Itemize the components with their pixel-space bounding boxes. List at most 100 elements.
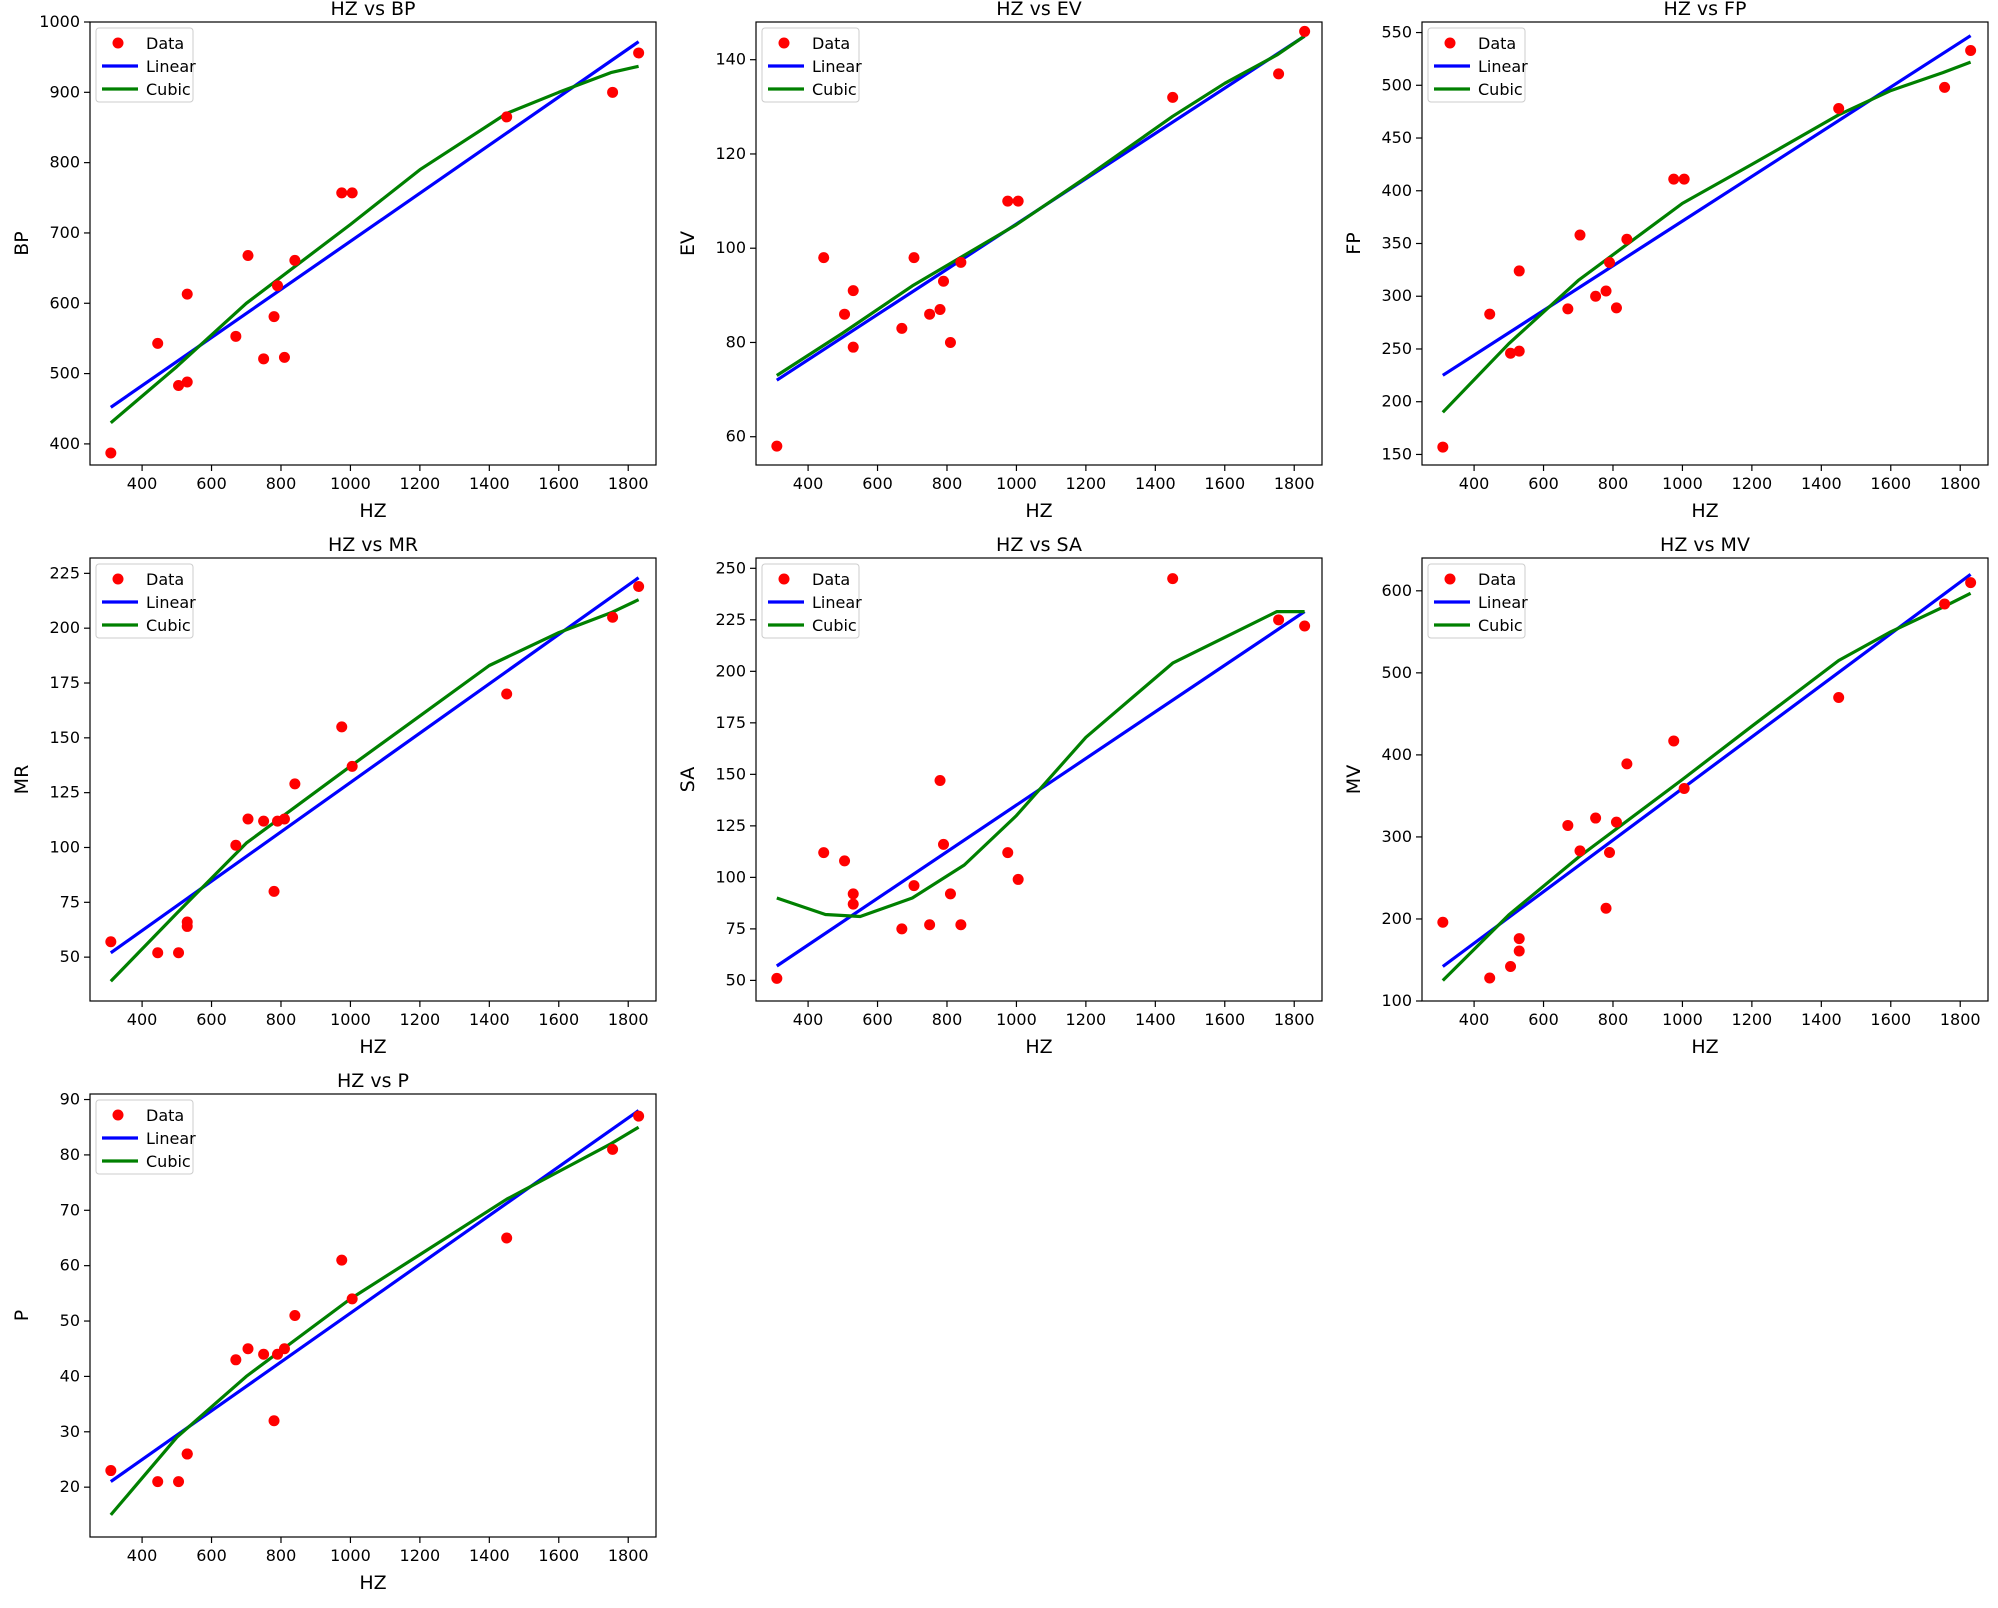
legend-label: Linear bbox=[812, 593, 862, 612]
y-axis-label: MV bbox=[1343, 765, 1365, 794]
x-tick-label: 800 bbox=[266, 1010, 297, 1029]
data-point bbox=[1939, 598, 1951, 610]
x-tick-label: 400 bbox=[127, 1546, 158, 1565]
axes-frame bbox=[89, 557, 657, 1002]
y-axis-label: MR bbox=[11, 765, 33, 795]
y-tick-label: 125 bbox=[715, 816, 746, 835]
y-tick-label: 20 bbox=[60, 1477, 80, 1496]
x-tick-label: 1800 bbox=[608, 1010, 649, 1029]
y-tick-label: 200 bbox=[1381, 392, 1412, 411]
x-tick-label: 600 bbox=[1528, 1010, 1559, 1029]
data-point bbox=[152, 947, 164, 959]
plot-area bbox=[105, 40, 645, 459]
y-tick-label: 400 bbox=[1381, 181, 1412, 200]
y-tick-label: 50 bbox=[726, 970, 746, 989]
legend-label: Linear bbox=[1478, 57, 1528, 76]
y-tick-label: 350 bbox=[1381, 234, 1412, 253]
y-tick-label: 175 bbox=[715, 713, 746, 732]
data-point bbox=[258, 353, 270, 365]
data-point bbox=[944, 336, 956, 348]
plot-area bbox=[1437, 573, 1977, 984]
y-tick-label: 700 bbox=[49, 223, 80, 242]
data-point bbox=[105, 447, 117, 459]
subplot-fp: HZ vs FP 400 600 800 1000 1200 1400 1600 1800 150… bbox=[1332, 0, 1998, 536]
chart-title: HZ vs P bbox=[337, 1072, 409, 1092]
data-point bbox=[1604, 847, 1616, 859]
data-point bbox=[181, 376, 193, 388]
x-tick-label: 1000 bbox=[1662, 1010, 1703, 1029]
y-tick-label: 200 bbox=[715, 661, 746, 680]
x-tick-label: 1400 bbox=[469, 1546, 510, 1565]
data-point bbox=[1167, 573, 1179, 585]
legend-label: Data bbox=[146, 1106, 184, 1125]
y-tick-label: 125 bbox=[49, 783, 80, 802]
y-tick-label: 70 bbox=[60, 1200, 80, 1219]
subplot-bp: HZ vs BP 400 600 800 1000 1200 1400 1600 1800 400… bbox=[0, 0, 666, 536]
subplot-mr: HZ vs MR 400 600 800 1000 1200 1400 1600 1800 50 7… bbox=[0, 536, 666, 1072]
legend-label: Data bbox=[812, 34, 850, 53]
legend-label: Data bbox=[1478, 34, 1516, 53]
data-point bbox=[896, 322, 908, 334]
x-tick-label: 800 bbox=[932, 1010, 963, 1029]
y-tick-label: 600 bbox=[49, 293, 80, 312]
data-point bbox=[1678, 783, 1690, 795]
y-axis-label: EV bbox=[677, 231, 699, 256]
data-point bbox=[1562, 819, 1574, 831]
data-point bbox=[944, 888, 956, 900]
data-point bbox=[268, 885, 280, 897]
chart-svg: HZ vs FP 400 600 800 1000 1200 1400 1600 1800 150… bbox=[1343, 0, 1989, 522]
x-tick-label: 800 bbox=[266, 1546, 297, 1565]
x-tick-label: 400 bbox=[793, 474, 824, 493]
legend-label: Cubic bbox=[146, 80, 191, 99]
x-tick-label: 1000 bbox=[1662, 474, 1703, 493]
cubic-fit-line bbox=[1441, 60, 1972, 414]
y-tick-label: 60 bbox=[726, 427, 746, 446]
data-point bbox=[289, 254, 301, 266]
data-point bbox=[839, 308, 851, 320]
data-point bbox=[105, 936, 117, 948]
x-tick-label: 400 bbox=[127, 1010, 158, 1029]
x-tick-label: 1000 bbox=[996, 1010, 1037, 1029]
y-tick-label: 225 bbox=[49, 563, 80, 582]
x-axis-label: HZ bbox=[359, 1036, 386, 1058]
y-tick-label: 150 bbox=[1381, 444, 1412, 463]
data-point bbox=[818, 847, 830, 859]
y-tick-label: 50 bbox=[60, 947, 80, 966]
data-point bbox=[771, 972, 783, 984]
y-tick-label: 300 bbox=[1381, 827, 1412, 846]
data-point bbox=[1513, 945, 1525, 957]
data-point bbox=[242, 813, 254, 825]
x-tick-label: 800 bbox=[266, 474, 297, 493]
chart-title: HZ vs MV bbox=[1660, 536, 1750, 556]
legend-marker-data bbox=[778, 37, 790, 49]
y-tick-label: 600 bbox=[1381, 581, 1412, 600]
data-point bbox=[1965, 577, 1977, 589]
data-point bbox=[924, 919, 936, 931]
data-point bbox=[1002, 847, 1014, 859]
subplot-p: HZ vs P 400 600 800 1000 1200 1400 1600 1800 20 30… bbox=[0, 1072, 666, 1608]
x-tick-label: 1800 bbox=[1940, 1010, 1981, 1029]
legend-label: Linear bbox=[146, 1129, 196, 1148]
chart-svg: HZ vs BP 400 600 800 1000 1200 1400 1600 1800 400… bbox=[11, 0, 657, 522]
data-point bbox=[938, 275, 950, 287]
data-point bbox=[1600, 285, 1612, 297]
data-point bbox=[1574, 229, 1586, 241]
data-point bbox=[242, 249, 254, 261]
plot-area bbox=[771, 25, 1311, 452]
data-point bbox=[1610, 816, 1622, 828]
chart-title: HZ vs FP bbox=[1664, 0, 1747, 20]
x-tick-label: 600 bbox=[1528, 474, 1559, 493]
y-tick-label: 75 bbox=[726, 919, 746, 938]
x-axis-label: HZ bbox=[1025, 1036, 1052, 1058]
y-axis-label: SA bbox=[677, 767, 699, 792]
legend-marker-data bbox=[1444, 37, 1456, 49]
x-tick-label: 1800 bbox=[608, 1546, 649, 1565]
x-tick-label: 1200 bbox=[1732, 1010, 1773, 1029]
x-tick-label: 1400 bbox=[469, 1010, 510, 1029]
axes-frame bbox=[1421, 21, 1989, 466]
data-point bbox=[1590, 290, 1602, 302]
plot-area bbox=[771, 573, 1311, 984]
y-axis-label: FP bbox=[1343, 232, 1365, 254]
data-point bbox=[1484, 308, 1496, 320]
